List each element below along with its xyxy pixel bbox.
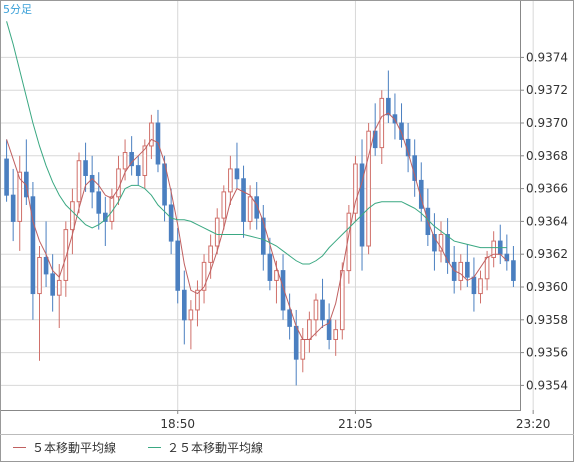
candle-body xyxy=(326,319,332,340)
candle-body xyxy=(399,122,404,140)
candle-body xyxy=(379,97,385,149)
candle-body xyxy=(465,261,470,278)
candle-body xyxy=(333,329,339,340)
candle-body xyxy=(122,152,128,170)
candle-body xyxy=(478,278,483,295)
timeframe-label: 5分足 xyxy=(3,3,32,16)
candle-body xyxy=(142,145,148,176)
candle-body xyxy=(339,270,345,331)
candle-body xyxy=(320,299,325,321)
candle-body xyxy=(221,191,227,219)
candle-body xyxy=(313,299,319,321)
candle-body xyxy=(234,168,240,180)
candle-body xyxy=(195,289,200,311)
candle-body xyxy=(280,270,286,311)
candle-body xyxy=(50,273,55,296)
candle-body xyxy=(254,196,260,219)
candle-body xyxy=(56,279,62,296)
candle-body xyxy=(135,165,141,176)
ma25-line xyxy=(6,21,507,265)
candle-body xyxy=(228,168,233,193)
candle-body xyxy=(260,217,266,255)
candle-body xyxy=(129,152,134,167)
candle-body xyxy=(37,256,42,295)
ma5-line xyxy=(6,112,508,340)
legend-item-ma25: ２５本移動平均線 xyxy=(148,439,263,456)
y-tick-label: 0.9372 xyxy=(526,83,568,97)
candle-body xyxy=(247,196,253,222)
candle-body xyxy=(17,171,23,222)
y-tick-label: 0.9354 xyxy=(526,378,568,392)
candle-body xyxy=(432,234,437,252)
candle-body xyxy=(274,270,279,281)
candle-body xyxy=(168,204,174,242)
y-tick-label: 0.9360 xyxy=(526,280,568,294)
candle-body xyxy=(83,160,88,176)
candle-body xyxy=(30,196,36,295)
y-tick-label: 0.9366 xyxy=(526,182,568,196)
candle-body xyxy=(201,261,207,291)
candle-body xyxy=(10,194,16,222)
y-tick-label: 0.9374 xyxy=(526,50,568,64)
candle-body xyxy=(287,309,292,327)
candle-body xyxy=(471,276,477,295)
candle-body xyxy=(366,130,371,247)
candle-body xyxy=(359,163,365,247)
candle-body xyxy=(307,319,312,340)
candle-body xyxy=(76,160,82,203)
legend-label-ma5: ５本移動平均線 xyxy=(32,441,117,455)
y-tick-label: 0.9362 xyxy=(526,247,568,261)
y-tick-label: 0.9358 xyxy=(526,313,568,327)
candle-body xyxy=(89,174,95,193)
candle-body xyxy=(188,309,194,321)
candle-body xyxy=(458,261,464,281)
candle-body xyxy=(438,234,444,252)
candle-body xyxy=(70,201,75,231)
candle-body xyxy=(300,338,306,360)
candle-body xyxy=(445,234,450,263)
y-tick-label: 0.9356 xyxy=(526,346,568,360)
legend-swatch-ma5 xyxy=(13,447,26,448)
y-tick-label: 0.9368 xyxy=(526,149,568,163)
legend-item-ma5: ５本移動平均線 xyxy=(13,439,116,456)
candle-body xyxy=(511,260,516,281)
x-tick-label: 23:20 xyxy=(516,417,551,431)
candle-body xyxy=(208,245,213,263)
candle-body xyxy=(175,240,181,291)
candle-body xyxy=(267,253,273,281)
chart-legend: ５本移動平均線 ２５本移動平均線 xyxy=(0,434,574,462)
candle-body xyxy=(63,229,69,281)
legend-label-ma25: ２５本移動平均線 xyxy=(167,441,264,455)
candle-body xyxy=(214,217,220,247)
y-tick-label: 0.9364 xyxy=(526,214,568,228)
candle-body xyxy=(418,179,424,209)
x-tick-label: 18:50 xyxy=(160,417,195,431)
candle-body xyxy=(181,289,187,321)
candle-body xyxy=(241,178,246,222)
candle-body xyxy=(4,158,9,196)
candle-body xyxy=(293,325,299,360)
candle-body xyxy=(24,171,29,198)
y-tick-label: 0.9370 xyxy=(526,116,568,130)
candle-body xyxy=(353,163,358,214)
candle-body xyxy=(491,240,496,258)
candle-body xyxy=(96,191,102,214)
legend-swatch-ma25 xyxy=(148,447,161,448)
candle-body xyxy=(149,122,154,147)
candle-body xyxy=(386,97,391,116)
candle-body xyxy=(392,114,398,124)
candle-body xyxy=(116,168,121,198)
x-tick-label: 21:05 xyxy=(338,417,373,431)
candle-body xyxy=(484,256,490,280)
candle-body xyxy=(43,256,49,275)
